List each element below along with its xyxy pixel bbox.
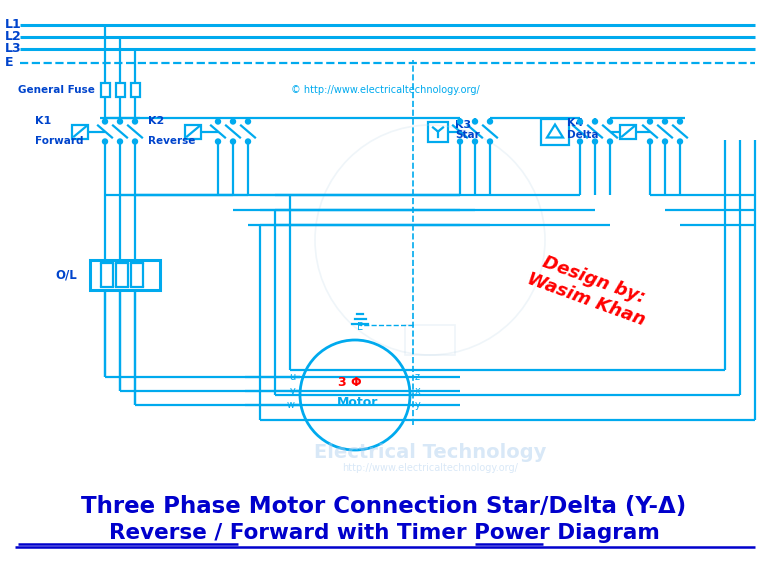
Circle shape: [246, 119, 250, 124]
Text: Design by:
Wasim Khan: Design by: Wasim Khan: [525, 251, 655, 329]
Text: v: v: [290, 386, 295, 396]
Circle shape: [472, 139, 478, 144]
Circle shape: [578, 139, 582, 144]
Bar: [101, 83, 110, 97]
Text: http://www.electricaltechnology.org/: http://www.electricaltechnology.org/: [342, 463, 518, 473]
Bar: [541, 118, 569, 144]
Circle shape: [216, 139, 220, 144]
Text: K4: K4: [567, 118, 584, 129]
Text: Electrical Technology: Electrical Technology: [314, 443, 546, 462]
Circle shape: [488, 139, 492, 144]
Text: Reverse: Reverse: [148, 136, 195, 147]
Circle shape: [647, 139, 653, 144]
Circle shape: [663, 139, 667, 144]
Bar: [72, 125, 88, 139]
Text: K3: K3: [455, 119, 471, 129]
Text: L2: L2: [5, 31, 22, 44]
Text: z: z: [415, 372, 420, 382]
Circle shape: [607, 119, 613, 124]
Circle shape: [458, 119, 462, 124]
Text: General Fuse: General Fuse: [18, 85, 95, 95]
Circle shape: [578, 119, 582, 124]
Text: Star: Star: [455, 129, 480, 140]
Circle shape: [677, 119, 683, 124]
Text: K1: K1: [35, 117, 51, 126]
Circle shape: [102, 119, 108, 124]
Text: L1: L1: [5, 19, 22, 31]
Circle shape: [246, 139, 250, 144]
Text: E: E: [5, 56, 14, 70]
Circle shape: [118, 119, 123, 124]
Bar: [620, 125, 636, 139]
Circle shape: [458, 139, 462, 144]
Circle shape: [663, 119, 667, 124]
Circle shape: [488, 119, 492, 124]
Text: Motor: Motor: [337, 397, 379, 409]
Circle shape: [230, 139, 236, 144]
Text: u: u: [289, 372, 295, 382]
Circle shape: [607, 139, 613, 144]
Circle shape: [472, 119, 478, 124]
Text: L3: L3: [5, 42, 22, 56]
Text: Forward: Forward: [35, 136, 84, 147]
Text: w: w: [287, 400, 295, 410]
Text: x: x: [415, 386, 421, 396]
Text: O/L: O/L: [55, 269, 77, 281]
Bar: [90, 260, 160, 290]
Bar: [185, 125, 201, 139]
Text: Delta: Delta: [567, 129, 598, 140]
Circle shape: [133, 139, 137, 144]
Circle shape: [592, 119, 598, 124]
Bar: [428, 121, 448, 142]
Bar: [115, 83, 124, 97]
Circle shape: [677, 139, 683, 144]
Text: E: E: [357, 322, 363, 332]
Circle shape: [133, 119, 137, 124]
Text: Three Phase Motor Connection Star/Delta (Y-Δ): Three Phase Motor Connection Star/Delta …: [81, 495, 687, 519]
Text: Reverse / Forward with Timer Power Diagram: Reverse / Forward with Timer Power Diagr…: [108, 523, 660, 543]
Circle shape: [592, 139, 598, 144]
Circle shape: [102, 139, 108, 144]
Text: 3 Φ: 3 Φ: [338, 376, 362, 390]
Circle shape: [230, 119, 236, 124]
Bar: [405, 325, 455, 355]
Circle shape: [647, 119, 653, 124]
Text: © http://www.electricaltechnology.org/: © http://www.electricaltechnology.org/: [290, 85, 479, 95]
Circle shape: [118, 139, 123, 144]
Text: y: y: [415, 400, 421, 410]
Bar: [131, 83, 140, 97]
Text: K2: K2: [148, 117, 164, 126]
Circle shape: [216, 119, 220, 124]
